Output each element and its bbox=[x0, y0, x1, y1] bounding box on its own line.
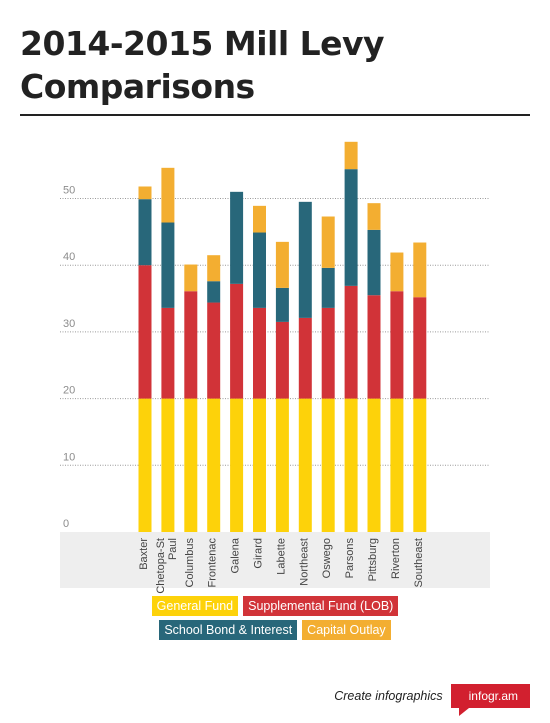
legend-item-supplemental-fund[interactable]: Supplemental Fund (LOB) bbox=[243, 596, 399, 616]
x-tick-label-southeast: Southeast bbox=[413, 538, 425, 588]
bar-chetopa-st-paul-series-2 bbox=[161, 222, 175, 308]
legend-row-2: School Bond & Interest Capital Outlay bbox=[0, 620, 550, 640]
y-tick-label-20: 20 bbox=[63, 385, 75, 397]
x-tick-label-chetopa-st-paul-line-0: Chetopa-St bbox=[155, 538, 167, 594]
bar-girard-series-2 bbox=[253, 232, 266, 308]
legend-item-capital-outlay[interactable]: Capital Outlay bbox=[302, 620, 391, 640]
bar-northeast-series-1 bbox=[298, 317, 312, 399]
bar-riverton-series-3 bbox=[390, 252, 404, 292]
bar-girard-series-1 bbox=[253, 307, 266, 399]
bar-galena-series-0 bbox=[230, 398, 244, 532]
bar-oswego-series-3 bbox=[321, 216, 335, 268]
bar-southeast-series-0 bbox=[413, 398, 427, 532]
legend-item-general-fund[interactable]: General Fund bbox=[151, 596, 239, 616]
y-tick-label-30: 30 bbox=[63, 318, 75, 330]
y-tick-label-40: 40 bbox=[63, 251, 75, 263]
y-tick-label-10: 10 bbox=[63, 451, 75, 463]
bar-southeast-series-1 bbox=[413, 297, 427, 399]
bar-pittsburg-series-0 bbox=[367, 398, 381, 532]
bar-parsons-series-2 bbox=[344, 169, 358, 286]
bar-columbus-series-0 bbox=[184, 398, 198, 532]
bar-parsons-series-0 bbox=[344, 398, 358, 532]
bar-chetopa-st-paul-series-0 bbox=[161, 398, 175, 532]
bar-chetopa-st-paul-series-1 bbox=[161, 307, 175, 399]
bar-chetopa-st-paul-series-3 bbox=[161, 167, 175, 223]
bar-galena-series-1 bbox=[230, 283, 244, 399]
title-line-2: Comparisons bbox=[20, 67, 255, 106]
legend-row-1: General Fund Supplemental Fund (LOB) bbox=[0, 596, 550, 616]
bar-columbus-series-1 bbox=[184, 291, 198, 399]
bar-pittsburg-series-3 bbox=[367, 203, 381, 230]
x-tick-label-oswego: Oswego bbox=[321, 538, 333, 578]
bar-labette-series-3 bbox=[275, 241, 289, 288]
x-tick-label-parsons: Parsons bbox=[344, 538, 356, 579]
bar-parsons-series-1 bbox=[344, 285, 358, 399]
bar-labette-series-0 bbox=[275, 398, 289, 532]
bar-labette-series-2 bbox=[275, 287, 289, 322]
x-axis-band bbox=[60, 532, 490, 588]
y-tick-label-0: 0 bbox=[63, 518, 69, 530]
bar-northeast-series-0 bbox=[298, 398, 312, 532]
bar-baxter-series-1 bbox=[138, 265, 152, 399]
x-tick-label-columbus: Columbus bbox=[184, 538, 196, 588]
bar-girard-series-3 bbox=[253, 205, 266, 233]
bar-oswego-series-0 bbox=[321, 398, 335, 532]
footer: Create infographics infogr.am bbox=[334, 684, 530, 716]
bar-girard-series-0 bbox=[253, 398, 266, 532]
bar-frontenac-series-2 bbox=[207, 281, 221, 303]
x-tick-label-riverton: Riverton bbox=[390, 538, 402, 579]
x-tick-label-frontenac: Frontenac bbox=[207, 538, 219, 588]
legend: General Fund Supplemental Fund (LOB) Sch… bbox=[0, 596, 550, 644]
bar-riverton-series-1 bbox=[390, 291, 404, 399]
bar-pittsburg-series-1 bbox=[367, 295, 381, 399]
bar-oswego-series-1 bbox=[321, 307, 335, 399]
title-divider bbox=[20, 114, 530, 116]
x-tick-label-chetopa-st-paul-line-1: Paul bbox=[167, 538, 179, 560]
bar-parsons-series-3 bbox=[344, 141, 358, 170]
infogram-badge[interactable]: infogr.am bbox=[450, 684, 530, 716]
x-tick-label-baxter: Baxter bbox=[138, 538, 150, 570]
bar-columbus-series-3 bbox=[184, 264, 198, 292]
bar-frontenac-series-1 bbox=[207, 302, 221, 399]
create-infographics-text[interactable]: Create infographics bbox=[334, 689, 443, 703]
x-tick-label-galena: Galena bbox=[230, 537, 242, 573]
bar-oswego-series-2 bbox=[321, 267, 335, 308]
title-line-1: 2014-2015 Mill Levy bbox=[20, 24, 385, 63]
bar-baxter-series-0 bbox=[138, 398, 152, 532]
bar-baxter-series-2 bbox=[138, 199, 152, 266]
bar-galena-series-2 bbox=[230, 191, 244, 284]
y-tick-label-50: 50 bbox=[63, 185, 75, 197]
x-tick-label-northeast: Northeast bbox=[298, 538, 310, 586]
bar-frontenac-series-3 bbox=[207, 255, 221, 282]
x-tick-label-girard: Girard bbox=[253, 538, 265, 569]
bar-southeast-series-3 bbox=[413, 242, 427, 298]
bar-northeast-series-2 bbox=[298, 201, 312, 318]
chart-title: 2014-2015 Mill Levy Comparisons bbox=[20, 22, 530, 108]
bar-labette-series-1 bbox=[275, 321, 289, 399]
bar-riverton-series-0 bbox=[390, 398, 404, 532]
bar-frontenac-series-0 bbox=[207, 398, 221, 532]
x-tick-label-pittsburg: Pittsburg bbox=[367, 538, 379, 581]
bar-baxter-series-3 bbox=[138, 186, 152, 200]
legend-item-school-bond[interactable]: School Bond & Interest bbox=[159, 620, 298, 640]
x-tick-label-labette: Labette bbox=[275, 538, 287, 575]
bar-pittsburg-series-2 bbox=[367, 229, 381, 296]
